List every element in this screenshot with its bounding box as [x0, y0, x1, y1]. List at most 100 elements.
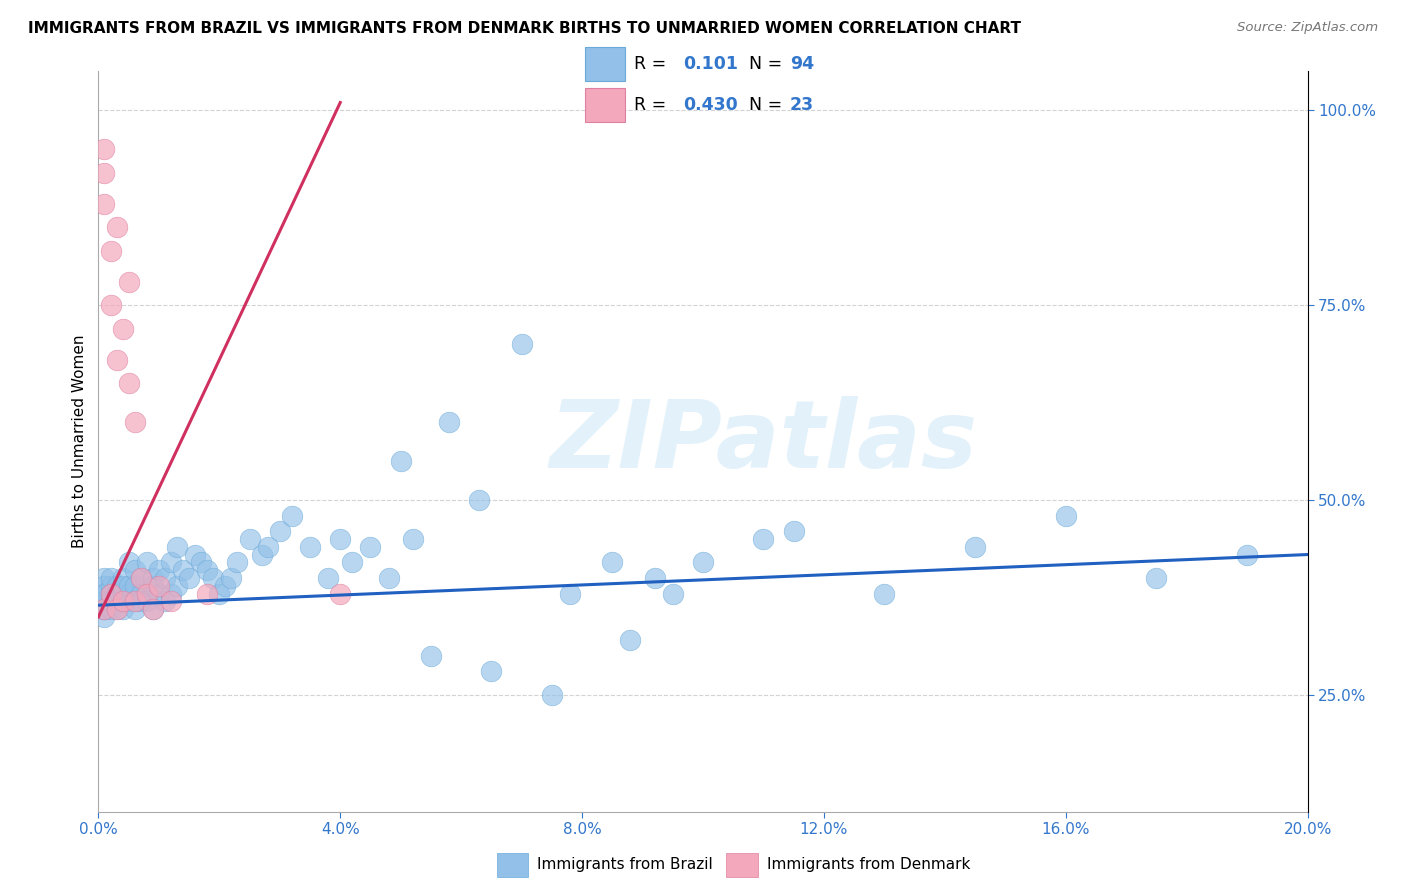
Point	[160, 586, 183, 600]
Point	[93, 602, 115, 616]
Point	[129, 586, 152, 600]
Point	[105, 220, 128, 235]
Text: R =: R =	[634, 55, 672, 73]
Point	[190, 555, 212, 569]
Point	[752, 532, 775, 546]
Point	[105, 594, 128, 608]
Text: N =: N =	[749, 55, 789, 73]
Point	[377, 571, 399, 585]
Point	[166, 579, 188, 593]
Point	[148, 563, 170, 577]
Point	[93, 602, 115, 616]
Point	[118, 586, 141, 600]
Point	[111, 594, 134, 608]
Text: 0.430: 0.430	[683, 96, 738, 114]
Text: 0.101: 0.101	[683, 55, 738, 73]
Point	[93, 166, 115, 180]
Point	[135, 594, 157, 608]
Point	[602, 555, 624, 569]
Point	[619, 633, 641, 648]
Point	[166, 540, 188, 554]
Point	[269, 524, 291, 538]
Point	[179, 571, 201, 585]
Point	[389, 454, 412, 468]
Point	[105, 579, 128, 593]
Point	[124, 594, 146, 608]
Point	[153, 571, 176, 585]
Point	[118, 275, 141, 289]
Point	[1236, 548, 1258, 562]
Point	[100, 298, 122, 312]
Text: R =: R =	[634, 96, 672, 114]
Point	[195, 563, 218, 577]
Point	[124, 579, 146, 593]
Point	[100, 586, 122, 600]
Point	[142, 571, 165, 585]
Point	[160, 555, 183, 569]
Text: N =: N =	[749, 96, 789, 114]
Point	[111, 602, 134, 616]
Point	[420, 648, 443, 663]
Text: IMMIGRANTS FROM BRAZIL VS IMMIGRANTS FROM DENMARK BIRTHS TO UNMARRIED WOMEN CORR: IMMIGRANTS FROM BRAZIL VS IMMIGRANTS FRO…	[28, 21, 1021, 36]
Point	[135, 586, 157, 600]
Point	[142, 579, 165, 593]
Point	[93, 594, 115, 608]
Point	[105, 602, 128, 616]
Point	[111, 571, 134, 585]
Point	[329, 532, 352, 546]
Point	[692, 555, 714, 569]
Point	[100, 586, 122, 600]
Point	[93, 197, 115, 211]
Point	[214, 579, 236, 593]
Point	[100, 602, 122, 616]
Point	[93, 610, 115, 624]
Point	[437, 415, 460, 429]
Point	[124, 602, 146, 616]
Point	[105, 586, 128, 600]
Point	[93, 142, 115, 156]
Point	[873, 586, 896, 600]
Point	[111, 579, 134, 593]
Point	[124, 563, 146, 577]
Text: 23: 23	[790, 96, 814, 114]
Text: Immigrants from Brazil: Immigrants from Brazil	[537, 857, 713, 871]
Point	[329, 586, 352, 600]
Point	[124, 594, 146, 608]
Point	[105, 602, 128, 616]
Point	[360, 540, 382, 554]
Text: Immigrants from Denmark: Immigrants from Denmark	[766, 857, 970, 871]
Point	[468, 493, 491, 508]
Point	[510, 337, 533, 351]
Point	[105, 586, 128, 600]
Point	[195, 586, 218, 600]
Point	[148, 579, 170, 593]
Point	[153, 594, 176, 608]
Point	[105, 352, 128, 367]
Point	[111, 594, 134, 608]
Point	[558, 586, 581, 600]
Point	[111, 586, 134, 600]
Point	[239, 532, 262, 546]
Point	[129, 571, 152, 585]
Point	[342, 555, 364, 569]
Point	[142, 602, 165, 616]
Point	[93, 586, 115, 600]
Point	[118, 594, 141, 608]
Text: ZIPatlas: ZIPatlas	[550, 395, 977, 488]
Point	[661, 586, 683, 600]
Point	[100, 579, 122, 593]
Point	[100, 244, 122, 258]
Point	[118, 376, 141, 390]
Point	[1054, 508, 1077, 523]
Point	[250, 548, 273, 562]
Point	[93, 586, 115, 600]
Bar	[496, 853, 529, 877]
Point	[111, 321, 134, 335]
Point	[93, 594, 115, 608]
Point	[100, 586, 122, 600]
Point	[129, 594, 152, 608]
Point	[135, 586, 157, 600]
Point	[1144, 571, 1167, 585]
Point	[202, 571, 225, 585]
Point	[100, 594, 122, 608]
